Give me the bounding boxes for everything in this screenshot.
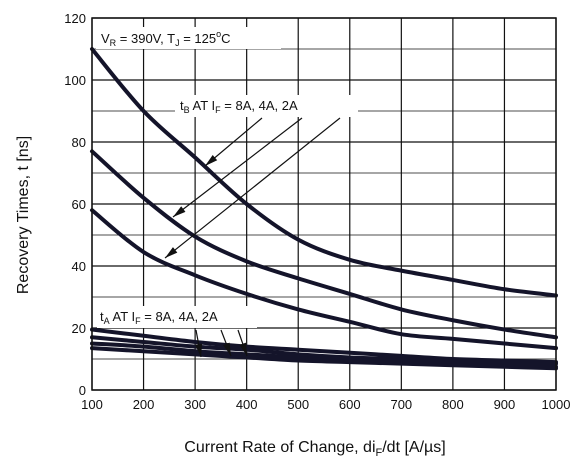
y-tick-label: 0	[79, 383, 86, 398]
annotation-arrow-head	[205, 154, 218, 166]
annotation-arrow-line	[172, 117, 303, 218]
series-line-3	[90, 208, 558, 351]
annotation-arrow-line	[164, 117, 341, 259]
y-tick-label: 120	[64, 11, 86, 26]
x-tick-label: 400	[236, 397, 258, 412]
x-tick-label: 700	[390, 397, 412, 412]
x-tick-labels: 100 200 300 400 500 600 700 800 900 1000	[81, 397, 570, 412]
tb-annotation: tB AT IF = 8A, 4A, 2A	[180, 98, 298, 115]
ta-label-box	[97, 306, 257, 328]
conditions-box	[96, 27, 281, 49]
y-tick-label: 40	[72, 259, 86, 274]
tb-label-box	[175, 95, 358, 117]
y-tick-label: 60	[72, 197, 86, 212]
annotation-arrow-head	[195, 343, 203, 357]
x-tick-label: 1000	[542, 397, 571, 412]
y-tick-labels: 0 20 40 60 80 100 120	[64, 11, 86, 398]
y-tick-label: 20	[72, 321, 86, 336]
annotation-arrow-head	[173, 206, 186, 217]
x-axis-title: Current Rate of Change, diF/dt [A/µs]	[184, 439, 445, 459]
x-tick-label: 200	[133, 397, 155, 412]
series-group	[90, 47, 558, 371]
annotation-arrow-head	[223, 342, 231, 356]
x-tick-label: 100	[81, 397, 103, 412]
x-tick-label: 800	[442, 397, 464, 412]
x-tick-label: 500	[287, 397, 309, 412]
x-tick-label: 300	[184, 397, 206, 412]
y-tick-label: 80	[72, 135, 86, 150]
x-tick-label: 600	[339, 397, 361, 412]
series-line-1	[90, 47, 558, 298]
annotation-arrow-head	[165, 247, 178, 258]
grid	[91, 17, 557, 391]
ta-annotation: tA AT IF = 8A, 4A, 2A	[100, 309, 218, 326]
annotation-arrow-head	[239, 342, 247, 356]
series-line-2	[90, 149, 558, 340]
x-tick-label: 900	[494, 397, 516, 412]
plot-frame	[91, 17, 557, 391]
series-line-7	[90, 346, 558, 371]
y-tick-label: 100	[64, 73, 86, 88]
conditions-annotation: VR = 390V, TJ = 125oC	[101, 29, 231, 48]
annotation-arrows	[164, 117, 341, 358]
series-line-5	[90, 335, 558, 366]
y-axis-title: Recovery Times, t [ns]	[15, 136, 32, 294]
